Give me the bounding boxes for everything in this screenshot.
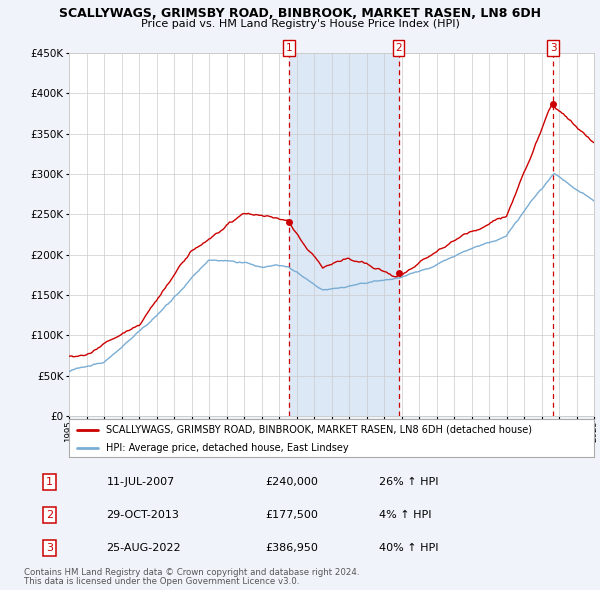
- Text: SCALLYWAGS, GRIMSBY ROAD, BINBROOK, MARKET RASEN, LN8 6DH: SCALLYWAGS, GRIMSBY ROAD, BINBROOK, MARK…: [59, 7, 541, 20]
- Text: 40% ↑ HPI: 40% ↑ HPI: [379, 543, 438, 553]
- Text: 25-AUG-2022: 25-AUG-2022: [106, 543, 181, 553]
- Text: 29-OCT-2013: 29-OCT-2013: [106, 510, 179, 520]
- Text: £240,000: £240,000: [265, 477, 318, 487]
- Text: 1: 1: [46, 477, 53, 487]
- Text: 11-JUL-2007: 11-JUL-2007: [106, 477, 175, 487]
- Text: 1: 1: [286, 43, 293, 53]
- Text: £386,950: £386,950: [265, 543, 318, 553]
- Text: This data is licensed under the Open Government Licence v3.0.: This data is licensed under the Open Gov…: [24, 577, 299, 586]
- Text: £177,500: £177,500: [265, 510, 318, 520]
- Text: 2: 2: [46, 510, 53, 520]
- Text: SCALLYWAGS, GRIMSBY ROAD, BINBROOK, MARKET RASEN, LN8 6DH (detached house): SCALLYWAGS, GRIMSBY ROAD, BINBROOK, MARK…: [106, 425, 532, 435]
- Text: Price paid vs. HM Land Registry's House Price Index (HPI): Price paid vs. HM Land Registry's House …: [140, 19, 460, 30]
- Bar: [289, 53, 398, 416]
- Text: 2: 2: [395, 43, 402, 53]
- Text: 3: 3: [46, 543, 53, 553]
- Text: 3: 3: [550, 43, 556, 53]
- Text: HPI: Average price, detached house, East Lindsey: HPI: Average price, detached house, East…: [106, 442, 349, 453]
- Text: 4% ↑ HPI: 4% ↑ HPI: [379, 510, 431, 520]
- Text: Contains HM Land Registry data © Crown copyright and database right 2024.: Contains HM Land Registry data © Crown c…: [24, 568, 359, 577]
- Text: 26% ↑ HPI: 26% ↑ HPI: [379, 477, 438, 487]
